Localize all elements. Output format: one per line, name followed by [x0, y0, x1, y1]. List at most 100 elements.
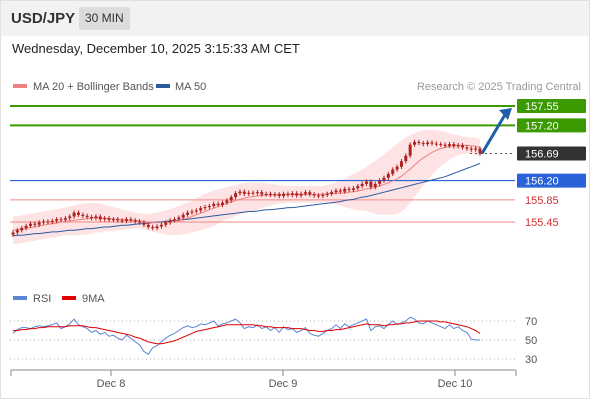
- candle-body: [277, 194, 281, 197]
- candle-body: [386, 173, 390, 178]
- candle-body: [356, 186, 360, 189]
- legend-label-ma50: MA 50: [175, 81, 206, 93]
- candle-body: [186, 212, 190, 215]
- candle-body: [207, 205, 211, 208]
- pivot-level-tag: [517, 173, 586, 188]
- candle-body: [290, 193, 294, 195]
- candle-body: [426, 142, 430, 145]
- candle-body: [351, 188, 355, 190]
- support-level-label: 155.45: [525, 217, 559, 229]
- candle-body: [164, 222, 168, 225]
- bollinger-band-fill: [13, 129, 480, 245]
- candle-body: [11, 232, 15, 235]
- candle-body: [59, 219, 63, 221]
- timeframe-badge[interactable]: 30 MIN: [79, 7, 130, 30]
- ma20-line: [12, 144, 481, 231]
- candle-body: [430, 142, 434, 144]
- candle-body: [46, 221, 50, 223]
- candle-body: [129, 219, 133, 221]
- legend-swatch-ma50: [156, 84, 170, 88]
- candle-body: [247, 192, 251, 194]
- candle-body: [107, 218, 111, 220]
- support-level-label: 155.85: [525, 195, 559, 207]
- candle-body: [269, 193, 273, 195]
- candle-body: [225, 200, 229, 203]
- candle-body: [325, 193, 329, 195]
- candle-body: [434, 143, 438, 145]
- candle-body: [452, 144, 456, 147]
- candle-body: [399, 161, 403, 167]
- candle-body: [299, 193, 303, 196]
- candle-body: [421, 143, 425, 145]
- current-level-label: 156.69: [525, 149, 559, 161]
- candle-body: [338, 190, 342, 192]
- candle-body: [273, 194, 277, 196]
- candle-body: [447, 144, 451, 146]
- candle-body: [194, 210, 198, 212]
- candle-body: [146, 224, 150, 227]
- candle-body: [478, 148, 482, 154]
- candle-body: [417, 141, 421, 144]
- candle-body: [286, 193, 290, 195]
- candle-body: [81, 214, 85, 216]
- candle-body: [465, 147, 469, 149]
- candle-body: [395, 166, 399, 170]
- symbol-title: USD/JPY: [11, 10, 76, 27]
- candle-body: [124, 219, 128, 221]
- projection-arrow: [480, 112, 508, 155]
- candle-body: [159, 224, 163, 227]
- legend-label-9ma: 9MA: [82, 293, 105, 305]
- rsi-tick-label: 30: [525, 354, 537, 366]
- candle-body: [28, 223, 32, 226]
- header-bar: USD/JPY 30 MIN: [0, 0, 590, 36]
- candle-body: [138, 221, 142, 223]
- candle-body: [260, 192, 264, 195]
- candle-body: [242, 191, 246, 194]
- copyright-label: Research © 2025 Trading Central: [417, 81, 581, 93]
- candle-body: [76, 212, 80, 215]
- candle-body: [282, 193, 286, 197]
- candle-body: [15, 230, 19, 233]
- candle-body: [68, 216, 72, 219]
- candle-body: [181, 214, 185, 218]
- candle-body: [42, 221, 46, 223]
- resistance-level-label: 157.55: [525, 101, 559, 113]
- candle-body: [303, 192, 307, 194]
- candle-body: [190, 211, 194, 213]
- candle-body: [404, 155, 408, 162]
- current-level-tag: [517, 146, 586, 161]
- candle-body: [251, 192, 255, 194]
- projection-arrow-head: [499, 108, 512, 120]
- candle-body: [413, 141, 417, 145]
- candle-body: [199, 208, 203, 211]
- candle-body: [378, 180, 382, 184]
- candle-body: [474, 148, 478, 150]
- candle-body: [308, 192, 312, 195]
- candle-body: [24, 225, 28, 229]
- candle-body: [103, 218, 107, 220]
- candle-body: [330, 192, 334, 194]
- candle-body: [116, 219, 120, 221]
- candle-body: [172, 219, 176, 221]
- rsi-tick-label: 50: [525, 335, 537, 347]
- candle-body: [439, 144, 443, 146]
- resistance-level-tag: [517, 99, 586, 113]
- candle-body: [255, 192, 259, 194]
- legend-label-ma20: MA 20 + Bollinger Bands: [33, 81, 154, 93]
- candle-body: [216, 203, 220, 205]
- candle-body: [234, 193, 238, 198]
- candle-body: [469, 148, 473, 150]
- candle-body: [382, 177, 386, 181]
- candle-body: [20, 228, 24, 231]
- legend-swatch-rsi: [13, 296, 27, 300]
- candle-body: [212, 203, 216, 206]
- candle-body: [55, 219, 59, 221]
- candle-body: [321, 194, 325, 197]
- candle-body: [168, 220, 172, 223]
- legend-swatch-9ma: [62, 296, 76, 300]
- rsi-tick-label: 70: [525, 316, 537, 328]
- candle-body: [133, 220, 137, 222]
- candle-body: [461, 145, 465, 148]
- candle-body: [155, 226, 159, 229]
